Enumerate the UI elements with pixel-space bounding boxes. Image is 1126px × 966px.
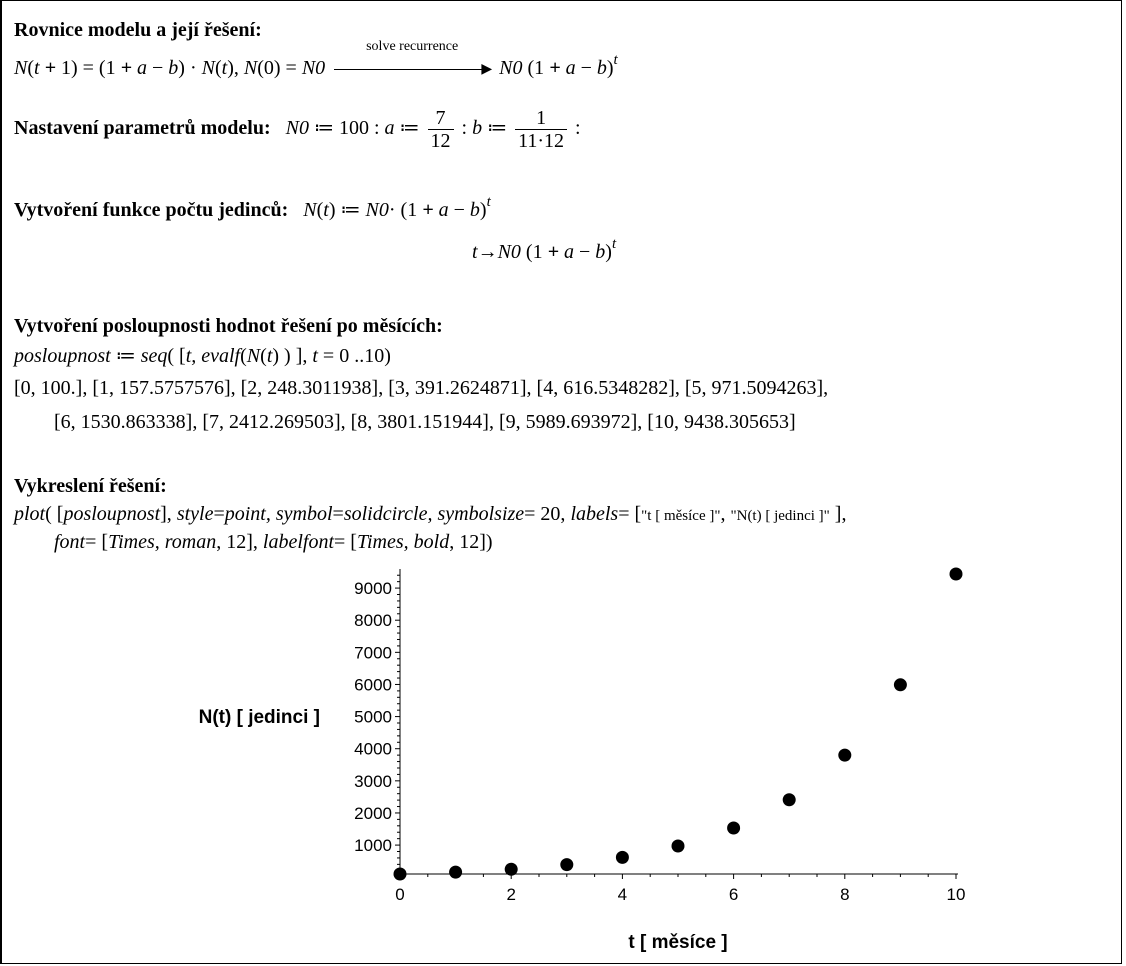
- x-tick-label: 0: [395, 885, 404, 904]
- data-point: [615, 850, 629, 864]
- plot-heading: Vykreslení řešení:: [14, 475, 167, 497]
- n0-value: 100: [338, 117, 369, 140]
- sequence-output-line2: [6, 1530.863338], [7, 2412.269503], [8, …: [54, 411, 796, 433]
- x-tick-label: 2: [506, 885, 515, 904]
- x-axis-label: t [ měsíce ]: [628, 932, 727, 953]
- a-fraction: 7 12: [427, 107, 454, 152]
- solve-recurrence-label: solve recurrence: [366, 39, 459, 55]
- y-tick-label: 3000: [354, 772, 392, 791]
- b-fraction: 1 11·12: [515, 107, 568, 152]
- parameters-heading: Nastavení parametrů modelu:: [14, 117, 271, 140]
- x-axis-ticks: 0 2 4 6 8 10: [395, 874, 965, 904]
- x-tick-label: 8: [840, 885, 849, 904]
- model-equation-heading: Rovnice modelu a její řešení:: [14, 19, 262, 41]
- data-points: [393, 567, 963, 881]
- sequence-output-line1: [0, 100.], [1, 157.5757576], [2, 248.301…: [14, 377, 829, 399]
- sequence-heading: Vytvoření posloupnosti hodnot řešení po …: [14, 315, 443, 337]
- data-point: [838, 748, 852, 762]
- data-point: [393, 867, 407, 881]
- plot-command-line1[interactable]: plot( [posloupnost], style=point, symbol…: [14, 503, 847, 525]
- x-tick-label: 4: [618, 885, 627, 904]
- x-tick-label: 6: [729, 885, 738, 904]
- data-point: [949, 567, 963, 581]
- parameters-line[interactable]: Nastavení parametrů modelu: N0 ≔ 100 : a…: [14, 107, 581, 152]
- data-point: [727, 821, 741, 835]
- data-point: [560, 858, 574, 872]
- data-point: [671, 839, 685, 853]
- solve-arrow: solve recurrence ▶: [330, 39, 494, 79]
- function-output: t→N0 (1 + a − b)t: [472, 236, 617, 263]
- scatter-plot[interactable]: 1000 2000 3000 4000 5000 6000 7000 8000 9000 0 2 4…: [2, 561, 1124, 961]
- sequence-command[interactable]: posloupnost ≔ seq( [t, evalf(N(t) ) ], t…: [14, 345, 391, 367]
- y-tick-label: 6000: [354, 675, 392, 694]
- y-tick-label: 5000: [354, 708, 392, 727]
- y-tick-label: 7000: [354, 643, 392, 662]
- y-tick-label: 1000: [354, 836, 392, 855]
- function-definition-line[interactable]: Vytvoření funkce počtu jedinců: N(t) ≔ N…: [14, 194, 491, 221]
- y-tick-label: 4000: [354, 740, 392, 759]
- plot-command-line2[interactable]: font= [Times, roman, 12], labelfont= [Ti…: [54, 531, 493, 553]
- y-axis-label: N(t) [ jedinci ]: [199, 707, 320, 728]
- data-point: [893, 678, 907, 692]
- y-axis-ticks: 1000 2000 3000 4000 5000 6000 7000 8000 9000: [354, 574, 400, 872]
- function-heading: Vytvoření funkce počtu jedinců:: [14, 199, 289, 221]
- plot-axes: [399, 569, 958, 875]
- data-point: [782, 793, 796, 807]
- x-tick-label: 10: [947, 885, 966, 904]
- data-point: [504, 862, 518, 876]
- data-point: [449, 865, 463, 879]
- y-tick-label: 2000: [354, 804, 392, 823]
- y-tick-label: 9000: [354, 579, 392, 598]
- recurrence-equation[interactable]: N(t + 1) = (1 + a − b) · N(t), N(0) = N0…: [14, 39, 618, 79]
- y-tick-label: 8000: [354, 611, 392, 630]
